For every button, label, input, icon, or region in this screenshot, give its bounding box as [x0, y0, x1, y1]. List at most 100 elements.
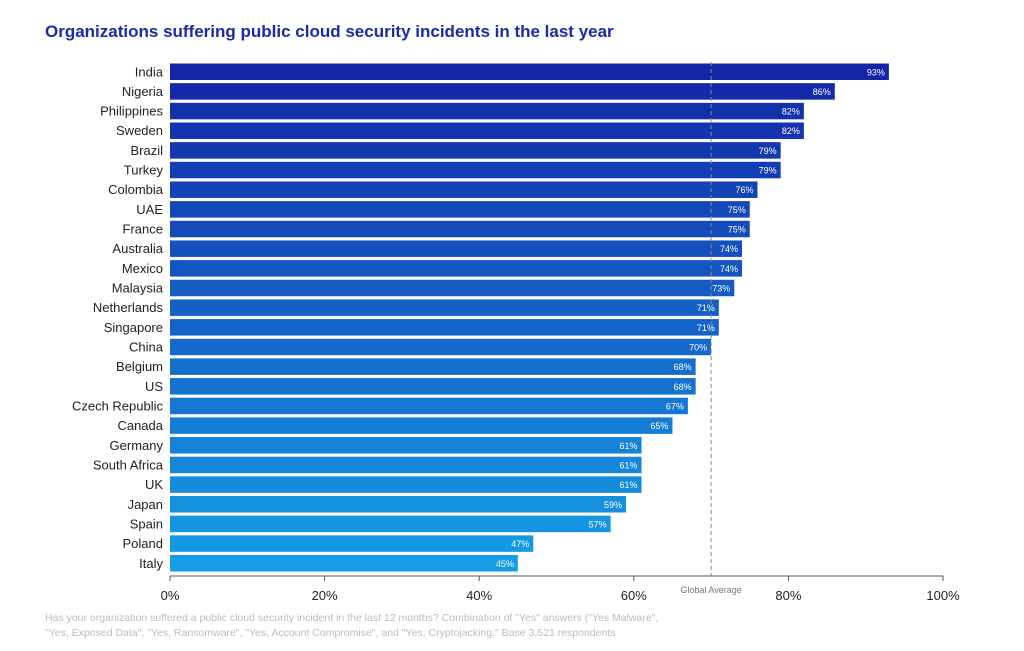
bar-row: Japan 59% — [128, 496, 627, 513]
data-label: 86% — [813, 87, 831, 97]
chart-title: Organizations suffering public cloud sec… — [45, 22, 614, 41]
bar — [170, 555, 518, 572]
global-average-label: Global Average — [680, 585, 741, 595]
x-tick-label: 60% — [621, 588, 647, 603]
bar — [170, 181, 758, 198]
bar-row: UAE 75% — [136, 201, 750, 218]
reference-layer: Global Average — [680, 62, 742, 595]
data-label: 59% — [604, 500, 622, 510]
bar — [170, 496, 627, 513]
data-label: 76% — [735, 185, 753, 195]
footnote-line-1: Has your organization suffered a public … — [45, 612, 659, 624]
bar-row: Malaysia 73% — [112, 279, 735, 297]
category-label: China — [129, 339, 164, 354]
category-label: Canada — [117, 418, 163, 433]
category-label: Czech Republic — [72, 398, 164, 413]
category-label: Philippines — [100, 104, 163, 119]
bar — [170, 515, 611, 533]
category-label: Poland — [123, 536, 163, 551]
data-label: 75% — [728, 225, 746, 235]
bar-row: Spain 57% — [130, 515, 611, 533]
bar-row: India 93% — [135, 63, 889, 80]
bar — [170, 456, 642, 474]
bar-row: Netherlands 71% — [93, 299, 719, 316]
bar-row: Brazil 79% — [130, 142, 781, 159]
data-label: 68% — [674, 382, 692, 392]
data-label: 93% — [867, 67, 885, 77]
bar — [170, 279, 735, 297]
category-label: Turkey — [124, 163, 164, 178]
bar-row: France 75% — [123, 220, 750, 238]
bar — [170, 161, 781, 179]
category-label: France — [123, 222, 163, 237]
footnote-line-2: "Yes, Exposed Data", "Yes, Ransomware", … — [45, 627, 616, 639]
category-label: Australia — [112, 241, 163, 256]
x-tick-label: 80% — [775, 588, 801, 603]
data-label: 65% — [650, 421, 668, 431]
bar-row: Belgium 68% — [116, 358, 696, 375]
bar-row: Italy 45% — [139, 555, 518, 572]
bar — [170, 83, 835, 100]
bar-row: UK 61% — [145, 476, 642, 493]
category-label: Belgium — [116, 359, 163, 374]
bar — [170, 220, 750, 238]
bar — [170, 142, 781, 159]
category-label: UAE — [136, 202, 163, 217]
x-tick-label: 100% — [926, 588, 960, 603]
bar-row: Germany 61% — [110, 437, 642, 454]
bar-row: Canada 65% — [117, 417, 673, 434]
bar — [170, 338, 712, 356]
category-label: Brazil — [130, 143, 163, 158]
bar-row: Poland 47% — [123, 535, 534, 552]
bar-row: Mexico 74% — [122, 260, 743, 277]
bar-row: South Africa 61% — [93, 456, 642, 474]
data-label: 79% — [759, 166, 777, 176]
category-label: Malaysia — [112, 281, 164, 296]
category-label: Spain — [130, 516, 163, 531]
category-label: Colombia — [108, 182, 164, 197]
data-label: 74% — [720, 244, 738, 254]
data-label: 73% — [712, 284, 730, 294]
category-label: Singapore — [104, 320, 163, 335]
bar-row: US 68% — [145, 378, 696, 395]
bar-row: Nigeria 86% — [122, 83, 835, 100]
data-label: 82% — [782, 126, 800, 136]
data-label: 79% — [759, 146, 777, 156]
bar-row: Philippines 82% — [100, 102, 804, 120]
bar — [170, 358, 696, 375]
data-label: 67% — [666, 401, 684, 411]
bar — [170, 417, 673, 434]
x-axis: 0% 20% 40% 60% 80% 100% — [161, 575, 960, 603]
category-label: Netherlands — [93, 300, 164, 315]
data-label: 75% — [728, 205, 746, 215]
category-label: South Africa — [93, 457, 164, 472]
bar-row: China 70% — [129, 338, 712, 356]
data-label: 70% — [689, 342, 707, 352]
category-label: Sweden — [116, 123, 163, 138]
bar — [170, 319, 719, 336]
category-label: Mexico — [122, 261, 163, 276]
category-label: Germany — [110, 438, 164, 453]
bar-row: Turkey 79% — [124, 161, 781, 179]
category-label: US — [145, 379, 163, 394]
category-label: Japan — [128, 497, 163, 512]
bar — [170, 397, 688, 415]
bars-layer: India 93% Nigeria 86% Philippines 82% Sweden 82… — [72, 63, 889, 572]
bar-row: Colombia 76% — [108, 181, 758, 198]
data-label: 57% — [589, 519, 607, 529]
bar — [170, 63, 889, 80]
bar — [170, 102, 804, 120]
bar — [170, 122, 804, 139]
bar-row: Sweden 82% — [116, 122, 804, 139]
bar — [170, 201, 750, 218]
data-label: 45% — [496, 559, 514, 569]
category-label: Nigeria — [122, 84, 164, 99]
category-label: Italy — [139, 556, 163, 571]
data-label: 71% — [697, 303, 715, 313]
bar — [170, 260, 743, 277]
data-label: 61% — [620, 441, 638, 451]
data-label: 68% — [674, 362, 692, 372]
data-label: 61% — [620, 460, 638, 470]
x-tick-label: 40% — [466, 588, 492, 603]
